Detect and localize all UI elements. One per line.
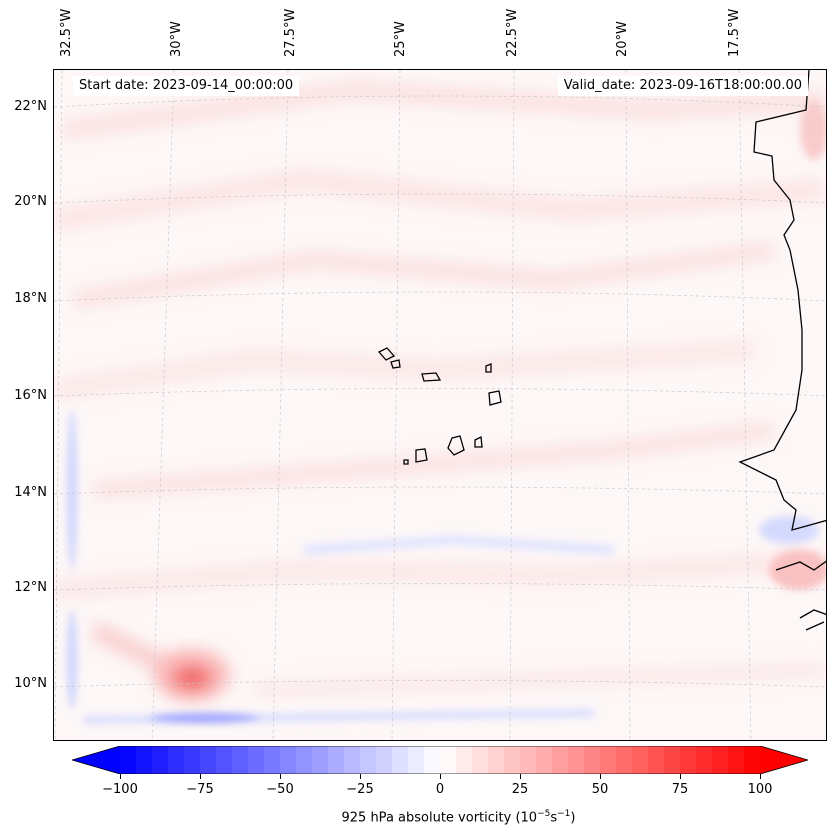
colorbar-segment <box>472 746 489 774</box>
colorbar-segment <box>552 746 569 774</box>
colorbar-tick-mark <box>520 774 521 779</box>
colorbar-segment <box>392 746 409 774</box>
colorbar-segment <box>312 746 329 774</box>
colorbar <box>72 746 808 774</box>
colorbar-segment <box>232 746 249 774</box>
lat-label: 12°N <box>14 580 47 595</box>
colorbar-tick-label: 75 <box>671 782 689 797</box>
vorticity-maximum <box>154 649 230 701</box>
colorbar-segment <box>632 746 649 774</box>
colorbar-tick-mark <box>360 774 361 779</box>
colorbar-tick-label: −25 <box>346 782 374 797</box>
colorbar-segment <box>488 746 505 774</box>
lat-label: 14°N <box>14 485 47 500</box>
colorbar-segment <box>136 746 153 774</box>
colorbar-segment <box>248 746 265 774</box>
colorbar-segment <box>680 746 697 774</box>
graticule <box>54 70 826 740</box>
colorbar-segment <box>568 746 585 774</box>
colorbar-extend-min <box>72 746 120 774</box>
colorbar-segment <box>280 746 297 774</box>
colorbar-segment <box>424 746 441 774</box>
lat-label: 18°N <box>14 291 47 306</box>
colorbar-tick-label: 50 <box>591 782 609 797</box>
colorbar-tick-label: −50 <box>266 782 294 797</box>
positive-streaks <box>54 80 825 697</box>
lat-label: 16°N <box>14 388 47 403</box>
colorbar-tick-mark <box>440 774 441 779</box>
map-panel: Start date: 2023-09-14_00:00:00 Valid_da… <box>53 69 827 741</box>
lat-label: 22°N <box>14 99 47 114</box>
lat-label: 10°N <box>14 676 47 691</box>
colorbar-segment <box>184 746 201 774</box>
colorbar-tick-mark <box>760 774 761 779</box>
colorbar-segment <box>456 746 473 774</box>
colorbar-segment <box>712 746 729 774</box>
colorbar-tick-mark <box>280 774 281 779</box>
colorbar-segment <box>344 746 361 774</box>
colorbar-segment <box>152 746 169 774</box>
colorbar-tick-mark <box>120 774 121 779</box>
colorbar-segment <box>728 746 745 774</box>
lon-label: 20°W <box>615 21 630 57</box>
colorbar-tick-label: −75 <box>186 782 214 797</box>
colorbar-segment <box>536 746 553 774</box>
colorbar-segment <box>504 746 521 774</box>
colorbar-tick-label: 25 <box>511 782 529 797</box>
colorbar-segment <box>168 746 185 774</box>
colorbar-segment <box>696 746 713 774</box>
colorbar-tick-label: −100 <box>102 782 138 797</box>
colorbar-segment <box>744 746 761 774</box>
colorbar-segment <box>648 746 665 774</box>
colorbar-segment <box>120 746 137 774</box>
negative-streaks <box>67 410 819 724</box>
lon-label: 25°W <box>393 21 408 57</box>
lon-label: 22.5°W <box>505 8 520 57</box>
colorbar-tick-mark <box>200 774 201 779</box>
colorbar-segment <box>616 746 633 774</box>
colorbar-segment <box>360 746 377 774</box>
lon-label: 27.5°W <box>283 8 298 57</box>
lon-label: 17.5°W <box>727 8 742 57</box>
colorbar-label: 925 hPa absolute vorticity (10−5s−1) <box>341 809 576 826</box>
coastal-vorticity <box>769 100 826 590</box>
coastline <box>377 70 826 631</box>
colorbar-segment <box>264 746 281 774</box>
colorbar-segment <box>296 746 313 774</box>
colorbar-segment <box>376 746 393 774</box>
colorbar-segment <box>408 746 425 774</box>
colorbar-segment <box>664 746 681 774</box>
colorbar-segment <box>584 746 601 774</box>
lon-label: 32.5°W <box>59 8 74 57</box>
colorbar-tick-mark <box>680 774 681 779</box>
colorbar-segment <box>600 746 617 774</box>
colorbar-segment <box>328 746 345 774</box>
start-date-label: Start date: 2023-09-14_00:00:00 <box>73 76 300 96</box>
colorbar-extend-max <box>760 746 808 774</box>
colorbar-tick-mark <box>600 774 601 779</box>
colorbar-segment <box>520 746 537 774</box>
colorbar-segment <box>216 746 233 774</box>
vorticity-field <box>54 70 826 740</box>
colorbar-tick-label: 0 <box>435 782 445 797</box>
colorbar-segment <box>200 746 217 774</box>
colorbar-tick-label: 100 <box>747 782 773 797</box>
lon-label: 30°W <box>169 21 184 57</box>
valid-date-label: Valid_date: 2023-09-16T18:00:00.00 <box>557 76 808 96</box>
lat-label: 20°N <box>14 194 47 209</box>
colorbar-segment <box>440 746 457 774</box>
